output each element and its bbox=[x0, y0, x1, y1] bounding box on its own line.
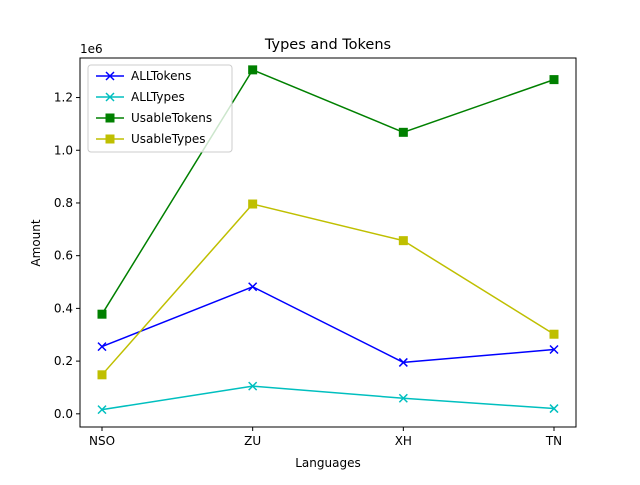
data-point-alltokens bbox=[549, 344, 559, 355]
x-axis-label: Languages bbox=[295, 456, 360, 470]
y-tick-label: 0.2 bbox=[54, 354, 73, 368]
data-point-usabletokens bbox=[248, 65, 258, 75]
series-line-usabletokens bbox=[101, 69, 555, 315]
series-line-alltokens bbox=[101, 286, 555, 364]
plot-area bbox=[97, 65, 559, 415]
data-point-alltypes bbox=[549, 404, 559, 414]
y-tick-label: 1.2 bbox=[54, 91, 73, 105]
marker-stroke bbox=[97, 405, 107, 415]
data-point-alltokens bbox=[97, 342, 107, 352]
legend-label: ALLTokens bbox=[131, 69, 191, 83]
y-tick-label: 0.8 bbox=[54, 196, 73, 210]
marker-stroke bbox=[549, 404, 559, 414]
series-line-alltypes bbox=[101, 385, 555, 411]
y-tick-label: 0.4 bbox=[54, 301, 73, 315]
y-tick-label: 1.0 bbox=[54, 143, 73, 157]
marker-stroke bbox=[248, 282, 258, 292]
y-tick-label: 0.6 bbox=[54, 249, 73, 263]
x-tick-label: NSO bbox=[89, 434, 115, 448]
data-point-usabletokens bbox=[549, 75, 559, 85]
x-tick-label: XH bbox=[395, 434, 412, 448]
legend-swatch-marker bbox=[105, 113, 115, 123]
legend: ALLTokens ALLTypes UsableTokens UsableTypes bbox=[87, 64, 233, 153]
legend-box bbox=[87, 64, 233, 153]
data-point-usabletokens bbox=[398, 127, 408, 137]
marker-stroke bbox=[105, 71, 115, 81]
legend-label: ALLTypes bbox=[131, 90, 185, 104]
marker-stroke bbox=[398, 393, 408, 403]
marker-stroke bbox=[97, 342, 107, 352]
chart-title: Types and Tokens bbox=[264, 37, 391, 53]
axes-frame bbox=[79, 57, 577, 428]
marker-stroke bbox=[105, 92, 115, 102]
legend-label: UsableTokens bbox=[131, 111, 212, 125]
legend-swatch-marker bbox=[105, 71, 115, 81]
marker-stroke bbox=[398, 357, 408, 367]
marker-stroke bbox=[549, 344, 559, 355]
y-tick-label: 0.0 bbox=[54, 407, 73, 421]
legend-item-usabletokens: UsableTokens bbox=[96, 111, 212, 125]
data-point-usabletypes bbox=[248, 199, 258, 209]
data-point-usabletypes bbox=[398, 236, 408, 246]
data-point-alltypes bbox=[398, 393, 408, 403]
legend-item-alltypes: ALLTypes bbox=[96, 90, 185, 104]
axes: NSO ZU XH TN 0.0 0.2 0.4 0.6 0.8 1.0 1.2 bbox=[54, 91, 562, 448]
data-point-usabletypes bbox=[97, 370, 107, 380]
legend-item-alltokens: ALLTokens bbox=[96, 69, 191, 83]
data-point-usabletokens bbox=[97, 309, 107, 319]
marker-stroke bbox=[248, 381, 258, 391]
legend-label: UsableTypes bbox=[131, 132, 206, 146]
y-scale-offset: 1e6 bbox=[80, 42, 103, 56]
data-point-alltypes bbox=[97, 405, 107, 415]
data-point-alltokens bbox=[248, 282, 258, 292]
data-point-alltypes bbox=[248, 381, 258, 391]
series-line-usabletypes bbox=[101, 203, 555, 376]
legend-swatch-marker bbox=[105, 92, 115, 102]
x-tick-label: ZU bbox=[244, 434, 261, 448]
data-point-alltokens bbox=[398, 357, 408, 367]
data-point-usabletypes bbox=[549, 329, 559, 339]
x-tick-label: TN bbox=[545, 434, 562, 448]
legend-item-usabletypes: UsableTypes bbox=[96, 132, 206, 146]
legend-swatch-marker bbox=[105, 134, 115, 144]
y-axis-label: Amount bbox=[29, 219, 43, 266]
